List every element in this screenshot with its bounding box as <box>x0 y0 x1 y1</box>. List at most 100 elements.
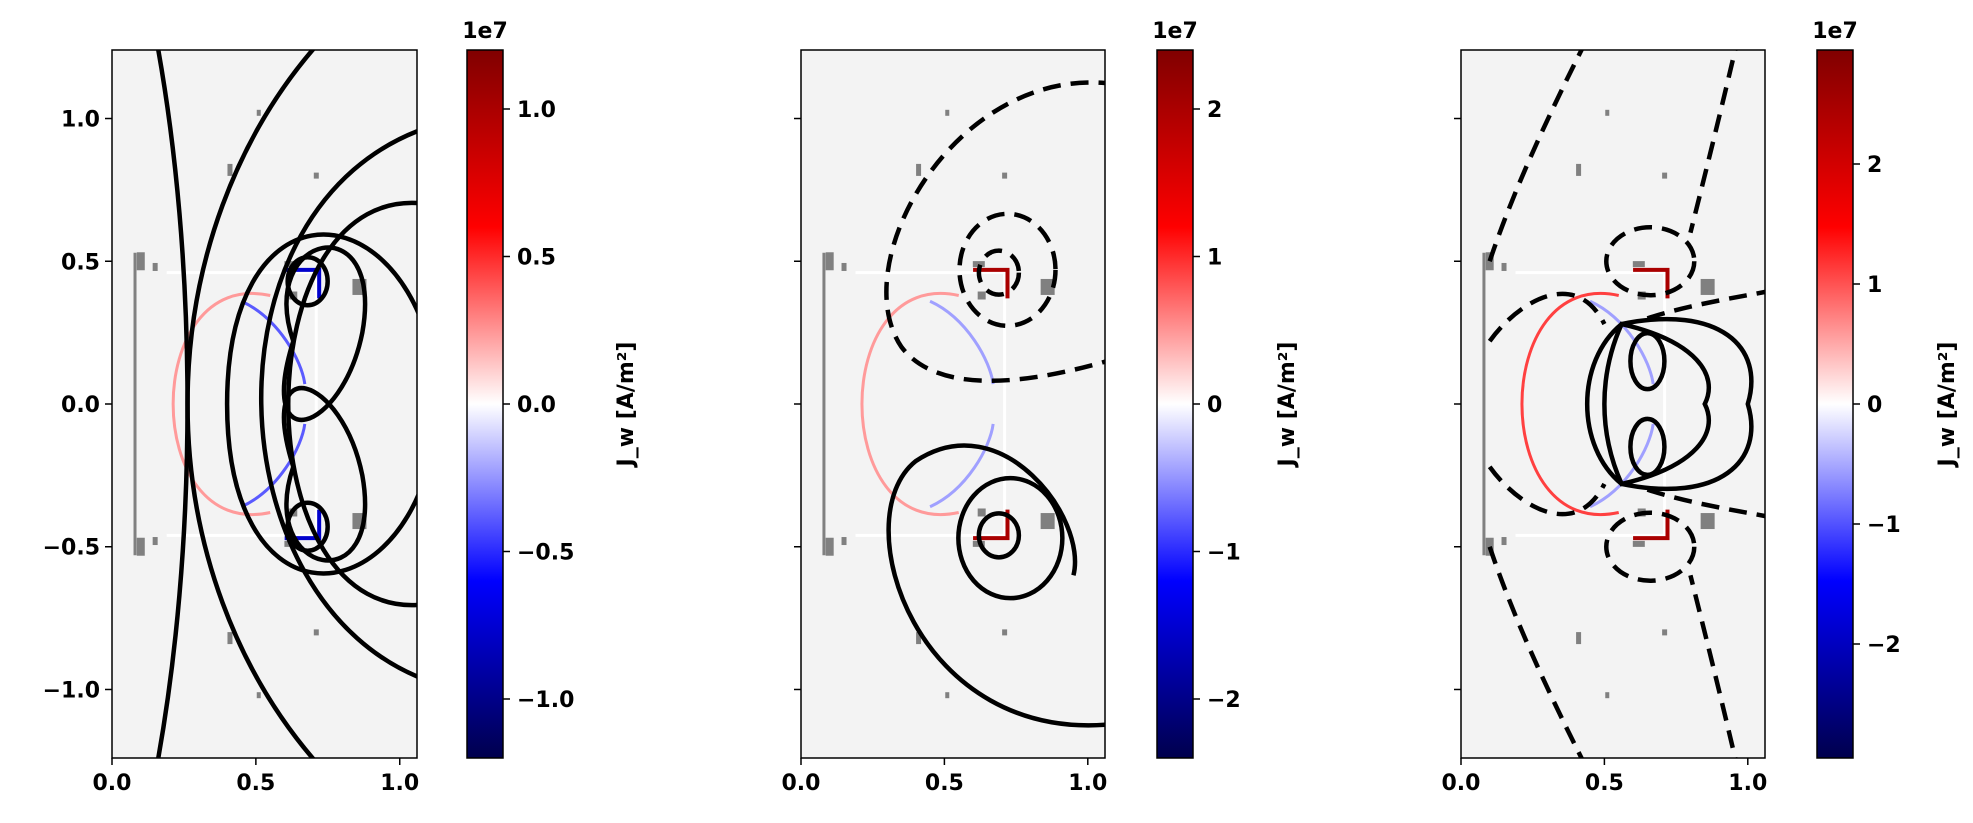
contour-line-dashed <box>957 211 1058 329</box>
vessel-wall <box>1515 271 1667 537</box>
plot-content <box>822 80 1105 728</box>
coil <box>1605 109 1610 116</box>
coil <box>945 692 950 699</box>
coil <box>841 262 847 271</box>
plot-content <box>133 50 417 758</box>
contour-line <box>1602 321 1711 487</box>
plot-background <box>112 50 417 758</box>
x-tick-label: 0.5 <box>236 771 275 796</box>
coil <box>1700 278 1715 295</box>
coil <box>1576 163 1582 176</box>
colorbar-tick-label: −0.5 <box>517 541 574 566</box>
coil <box>977 508 986 517</box>
colorbar-tick-label: −2 <box>1867 633 1901 658</box>
contour-line <box>1628 416 1667 478</box>
vessel-wall <box>855 271 1007 537</box>
colorbar-tick-label: 0 <box>1207 393 1222 418</box>
divertor-upper <box>1633 267 1670 299</box>
coil <box>256 692 261 699</box>
contour-line-dashed <box>1688 50 1738 234</box>
coil <box>916 163 922 176</box>
coil <box>1002 629 1008 636</box>
colorbar-tick-label: 1.0 <box>517 98 556 123</box>
plot-background <box>1461 50 1765 758</box>
plot-background <box>801 50 1105 758</box>
contour-line <box>1628 330 1667 392</box>
coil <box>1662 629 1668 636</box>
colorbar-tick-label: 1 <box>1207 246 1222 271</box>
contour-line-dashed <box>1688 574 1738 758</box>
contour-line-dashed <box>1487 50 1584 262</box>
divertor-upper <box>973 267 1010 299</box>
coil <box>313 172 319 179</box>
coil <box>1576 632 1582 645</box>
x-tick-label: 0.0 <box>782 771 821 796</box>
contour-line <box>281 245 368 423</box>
contour-line <box>285 500 330 554</box>
coil <box>916 632 922 645</box>
contour-line <box>259 129 417 679</box>
x-tick-label: 1.0 <box>1068 771 1107 796</box>
coil <box>825 252 834 271</box>
coil <box>1700 513 1715 530</box>
wall-current-positive <box>1520 291 1620 517</box>
colorbar-tick-label: 0.0 <box>517 393 556 418</box>
contour-line <box>1585 316 1754 492</box>
panel-left: 0.0 0.5 1.0 −1.0 −0.5 0.0 0.5 1.0 −1.0 −0.5 0.0 0.5… <box>43 19 639 796</box>
divertor-lower <box>973 509 1010 541</box>
colorbar-label: J_w [A/m²] <box>1275 342 1300 469</box>
x-tick-label: 1.0 <box>1728 771 1767 796</box>
colorbar-exponent: 1e7 <box>1152 19 1198 44</box>
wall-current-negative <box>929 299 995 385</box>
wall-current-positive <box>171 291 271 517</box>
contour-line <box>285 254 330 308</box>
coil <box>825 537 834 556</box>
wall-current-negative <box>929 423 995 509</box>
colorbar-exponent: 1e7 <box>462 19 508 44</box>
coil <box>1662 172 1668 179</box>
colorbar-tick-label: 1 <box>1867 273 1882 298</box>
x-tick-label: 0.0 <box>93 771 132 796</box>
contour-line <box>281 385 368 563</box>
colorbar-label: J_w [A/m²] <box>614 342 639 469</box>
coil <box>136 537 145 556</box>
y-tick-label: 0.0 <box>61 393 100 418</box>
contour-line-dashed <box>1487 291 1607 343</box>
coil <box>977 291 986 300</box>
coil <box>284 261 297 268</box>
contour-line-dashed <box>976 248 1022 297</box>
panel-middle: 0.0 0.5 1.0 −2 −1 0 1 2 1e7 J_w [A/m²] <box>782 19 1300 796</box>
colorbar-tick-label: 0 <box>1867 393 1882 418</box>
coil <box>256 109 261 116</box>
coil <box>1605 692 1610 699</box>
contour-line-dashed <box>1646 487 1765 519</box>
coil <box>945 109 950 116</box>
coil <box>1040 278 1055 295</box>
coil <box>227 163 233 176</box>
contour-line <box>976 511 1022 560</box>
wall-current-positive <box>860 291 960 517</box>
contour-line <box>185 50 316 758</box>
contour-line-dashed <box>1646 289 1765 321</box>
wall-current-negative <box>240 423 307 509</box>
x-tick-label: 0.5 <box>925 771 964 796</box>
coil <box>152 537 158 546</box>
panel-right: 0.0 0.5 1.0 −2 −1 0 1 2 1e7 J_w [A/m²] <box>1442 19 1960 796</box>
coil <box>841 537 847 546</box>
x-tick-label: 0.0 <box>1442 771 1481 796</box>
coil <box>313 629 319 636</box>
contour-line <box>956 475 1065 601</box>
contour-line <box>224 232 417 576</box>
contour-line-dashed <box>1487 546 1584 758</box>
x-tick-label: 1.0 <box>380 771 419 796</box>
colorbar-exponent: 1e7 <box>1812 19 1858 44</box>
colorbar-label: J_w [A/m²] <box>1935 342 1960 469</box>
contour-line-dashed <box>1487 465 1607 517</box>
colorbar-tick-label: −1 <box>1207 541 1241 566</box>
coil <box>1040 513 1055 530</box>
contour-line <box>286 200 417 608</box>
coil <box>152 262 158 271</box>
colorbar <box>1156 49 1194 759</box>
x-tick-label: 0.5 <box>1585 771 1624 796</box>
